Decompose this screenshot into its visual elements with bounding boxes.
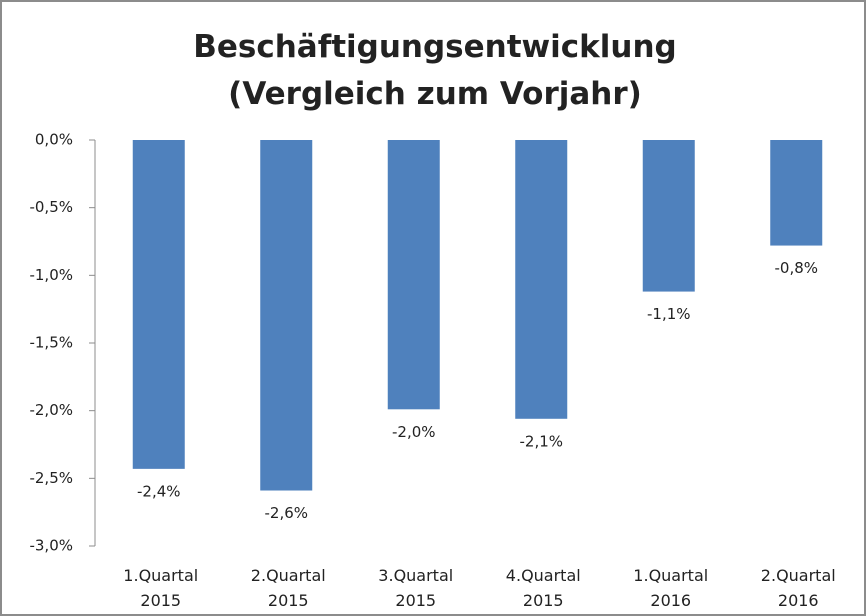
- bar: [260, 140, 313, 491]
- bar: [387, 140, 440, 410]
- bar: [642, 140, 695, 292]
- y-tick-label: -2,5%: [29, 469, 73, 487]
- x-tick-label: 2.Quartal 2016: [760, 566, 836, 610]
- y-tick-label: -0,5%: [29, 198, 73, 216]
- y-tick-label: -1,5%: [29, 334, 73, 352]
- x-tick-label: 1.Quartal 2015: [123, 566, 199, 610]
- x-tick-label: 1.Quartal 2016: [633, 566, 709, 610]
- data-label: -1,1%: [647, 305, 691, 323]
- y-tick-label: -2,0%: [29, 401, 73, 419]
- data-label: -0,8%: [774, 259, 818, 277]
- bar: [132, 140, 185, 469]
- bar: [515, 140, 568, 419]
- data-label: -2,0%: [392, 423, 436, 441]
- data-label: -2,1%: [519, 432, 563, 450]
- bar: [770, 140, 823, 246]
- chart-title: Beschäftigungsentwicklung (Vergleich zum…: [193, 29, 677, 112]
- y-tick-label: -3,0%: [29, 537, 73, 555]
- data-label: -2,6%: [264, 504, 308, 522]
- x-tick-label: 2.Quartal 2015: [250, 566, 326, 610]
- x-tick-label: 3.Quartal 2015: [378, 566, 454, 610]
- y-tick-label: -1,0%: [29, 266, 73, 284]
- data-label: -2,4%: [137, 482, 181, 500]
- x-tick-label: 4.Quartal 2015: [505, 566, 581, 610]
- y-tick-label: 0,0%: [35, 131, 73, 149]
